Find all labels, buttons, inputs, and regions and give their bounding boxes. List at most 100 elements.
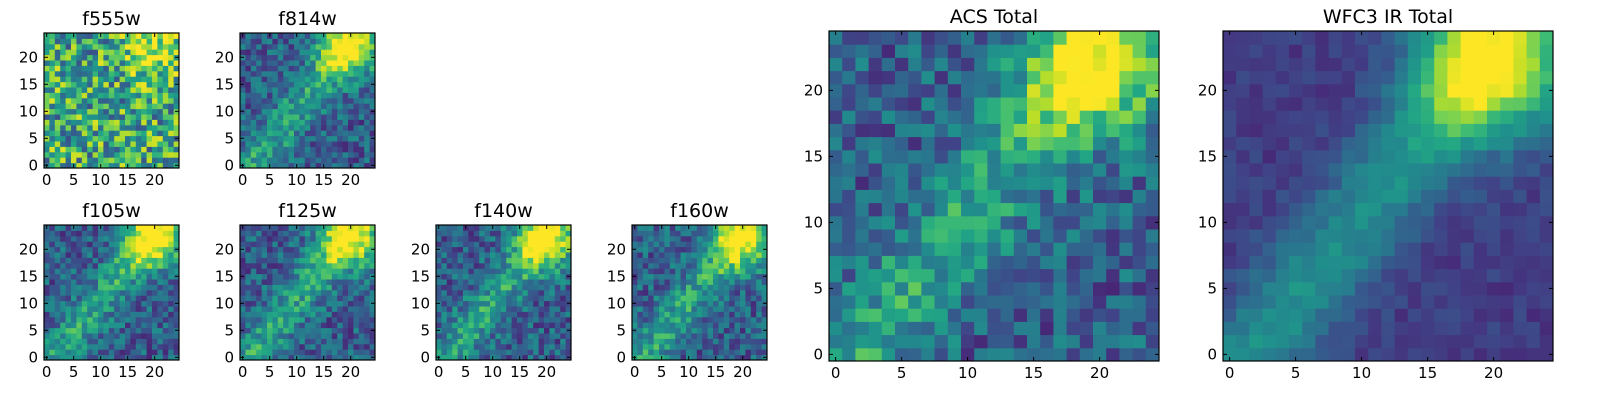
heatmap-cell [1093,57,1107,72]
heatmap-cell [1145,268,1160,283]
heatmap-cell [326,141,333,147]
heatmap-cell [500,289,507,296]
heatmap-cell [729,316,736,323]
heatmap-cell [168,114,175,120]
heatmap-cell [87,43,94,50]
heatmap-cell [65,103,72,110]
heatmap-cell [1079,215,1094,230]
heatmap-cell [98,130,104,137]
heatmap-cell [1066,83,1081,98]
heatmap-cell [729,262,736,269]
heatmap-cell [125,279,131,285]
heatmap-cell [1513,176,1528,190]
heatmap-cell [490,338,496,345]
heatmap-cell [707,349,714,356]
heatmap-cell [1275,202,1290,217]
heatmap-cell [921,57,936,72]
heatmap-cell [517,333,523,339]
heatmap-cell [310,151,317,158]
heatmap-cell [961,229,975,243]
heatmap-cell [895,281,909,296]
heatmap-cell [1093,31,1107,45]
heatmap-cell [125,327,131,334]
heatmap-cell [44,151,50,158]
heatmap-cell [511,289,518,296]
y-tick-label: 0 [224,348,234,366]
heatmap-cell [1500,189,1514,204]
heatmap-cell [146,306,153,312]
heatmap-cell [1132,57,1147,72]
heatmap-cell [146,49,153,56]
heatmap-cell [691,343,698,350]
heatmap-cell [707,246,714,253]
heatmap-cell [321,343,327,350]
heatmap-cell [1027,189,1041,204]
heatmap-cell [473,343,480,350]
heatmap-cell [342,65,349,72]
heatmap-cell [702,306,709,312]
heatmap-cell [81,327,88,334]
heatmap-cell [506,354,513,361]
heatmap-cell [364,76,371,83]
heatmap-cell [1132,70,1147,85]
heatmap-cell [1040,281,1054,296]
heatmap-cell [511,343,518,350]
heatmap-cell [310,141,317,147]
heatmap-cell [549,273,556,280]
heatmap-cell [250,343,257,350]
heatmap-cell [162,273,169,280]
heatmap-cell [723,289,730,296]
heatmap-cell [544,246,550,253]
heatmap-cell [560,316,567,323]
heatmap-cell [1132,255,1147,270]
heatmap-cell [1434,321,1448,336]
heatmap-cell [283,43,290,50]
heatmap-cell [348,268,354,275]
x-tick-label: 20 [341,171,360,189]
heatmap-cell [168,135,175,142]
heatmap-cell [718,338,725,345]
heatmap-cell [71,38,77,45]
heatmap-cell [250,252,257,258]
heatmap-cell [1106,70,1120,85]
heatmap-cell [761,241,768,248]
heatmap-cell [315,262,322,269]
heatmap-cell [653,295,660,302]
heatmap-cell [718,246,725,253]
heatmap-cell [868,57,883,72]
heatmap-cell [696,279,703,285]
heatmap-cell [353,268,360,275]
heatmap-cell [44,306,50,312]
heatmap-cell [261,70,268,77]
heatmap-cell [256,273,263,280]
heatmap-cell [696,262,703,269]
heatmap-cell [103,279,110,285]
heatmap-cell [125,108,131,115]
heatmap-cell [157,252,164,258]
heatmap-cell [441,241,448,248]
heatmap-cell [718,279,725,285]
heatmap-cell [723,349,730,356]
heatmap-cell [452,343,459,350]
heatmap-cell [987,281,1002,296]
heatmap-cell [288,306,295,312]
heatmap-cell [723,284,730,291]
heatmap-cell [358,235,365,242]
heatmap-cell [895,83,909,98]
heatmap-cell [173,268,180,275]
heatmap-cell [135,241,142,248]
heatmap-cell [250,141,257,147]
heatmap-cell [369,257,376,264]
heatmap-cell [173,235,180,242]
heatmap-cell [740,306,746,312]
heatmap-cell [130,49,137,56]
heatmap-cell [1223,229,1237,243]
heatmap-cell [637,279,644,285]
heatmap-cell [1289,308,1303,322]
heatmap-cell [272,273,279,280]
heatmap-cell [326,268,333,275]
heatmap-cell [1013,123,1028,138]
heatmap-cell [1381,149,1396,164]
heatmap-cell [288,157,295,164]
heatmap-cell [173,322,180,329]
